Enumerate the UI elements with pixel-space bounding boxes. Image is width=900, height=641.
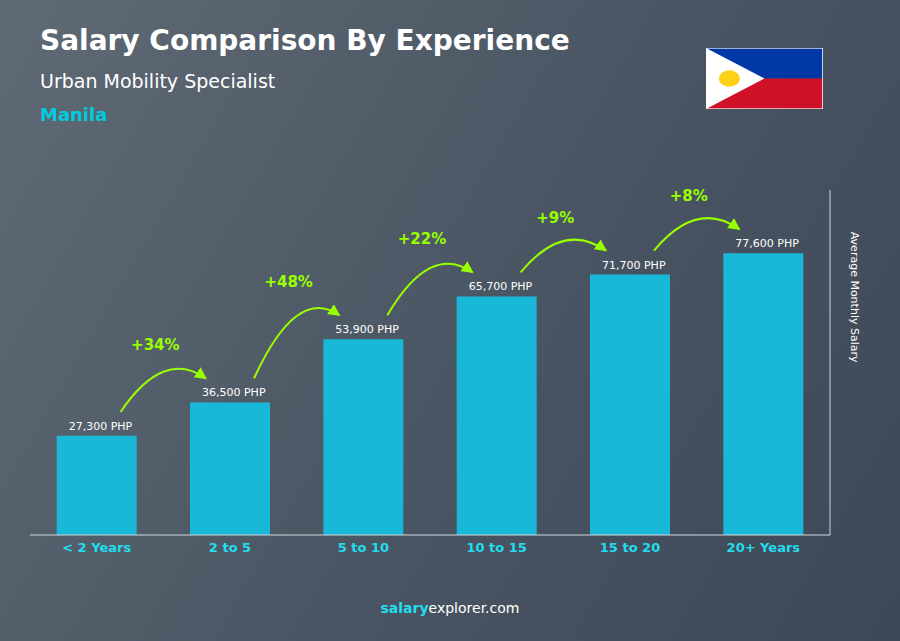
svg-text:+34%: +34% — [131, 336, 179, 354]
html-text:salary explorer.com: salary explorer.com — [380, 600, 520, 616]
html-text:Manila: Manila — [40, 104, 108, 125]
svg-text:27,300 PHP: 27,300 PHP — [69, 420, 133, 433]
svg-text:65,700 PHP: 65,700 PHP — [469, 280, 533, 293]
svg-text:36,500 PHP: 36,500 PHP — [202, 386, 266, 399]
html-text:Urban Mobility Specialist: Urban Mobility Specialist — [40, 70, 276, 92]
svg-text:71,700 PHP: 71,700 PHP — [602, 259, 666, 272]
svg-text:77,600 PHP: 77,600 PHP — [735, 237, 799, 250]
svg-text:53,900 PHP: 53,900 PHP — [335, 323, 399, 336]
svg-text:20+ Years: 20+ Years — [727, 540, 801, 555]
svg-text:< 2 Years: < 2 Years — [62, 540, 131, 555]
svg-text:Average Monthly Salary: Average Monthly Salary — [848, 232, 861, 363]
svg-text:+8%: +8% — [670, 187, 708, 205]
svg-text:2 to 5: 2 to 5 — [209, 540, 251, 555]
svg-text:10 to 15: 10 to 15 — [466, 540, 526, 555]
svg-text:+22%: +22% — [398, 230, 446, 248]
svg-text:+9%: +9% — [536, 209, 574, 227]
svg-text:15 to 20: 15 to 20 — [600, 540, 660, 555]
html-text:Salary Comparison By Experienc: Salary Comparison By Experience — [40, 24, 570, 57]
svg-text:+48%: +48% — [264, 273, 312, 291]
svg-text:5 to 10: 5 to 10 — [338, 540, 389, 555]
